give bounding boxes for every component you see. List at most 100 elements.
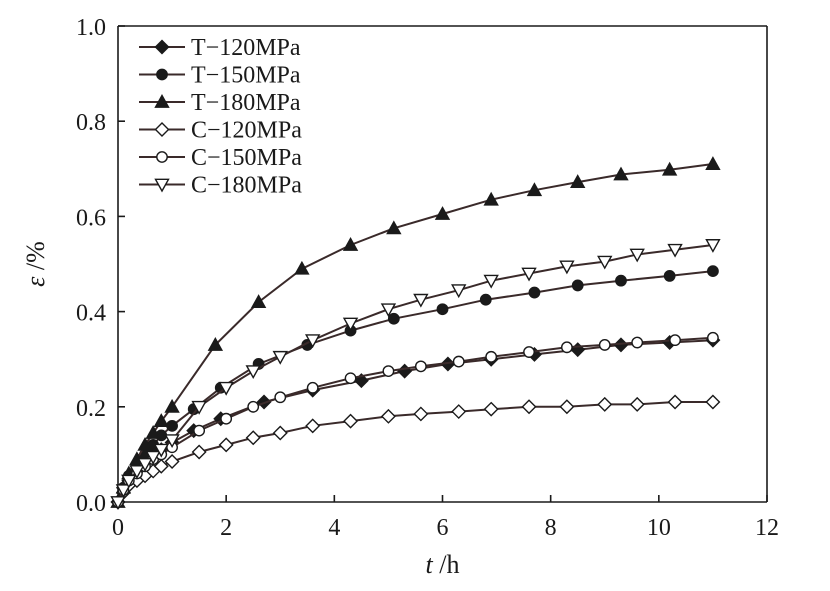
data-point bbox=[306, 381, 319, 394]
legend-label: T−180MPa bbox=[191, 90, 301, 116]
data-point bbox=[597, 396, 613, 412]
legend-label: T−120MPa bbox=[191, 35, 301, 61]
legend-marker bbox=[154, 94, 170, 108]
legend: T−120MPaT−150MPaT−180MPaC−120MPaC−150MPa… bbox=[139, 35, 302, 199]
data-point bbox=[570, 174, 586, 189]
data-point bbox=[343, 413, 359, 429]
data-point bbox=[245, 430, 261, 446]
data-point bbox=[559, 260, 575, 275]
data-point bbox=[707, 331, 719, 344]
data-point bbox=[191, 444, 207, 460]
data-point bbox=[294, 260, 310, 275]
data-point bbox=[485, 350, 498, 363]
legend-label: C−180MPa bbox=[191, 173, 302, 199]
data-point bbox=[705, 394, 721, 410]
data-point bbox=[598, 339, 611, 351]
data-point bbox=[413, 293, 429, 308]
legend-item: C−120MPa bbox=[139, 118, 302, 144]
data-point bbox=[153, 443, 169, 458]
data-point bbox=[166, 419, 178, 432]
data-point bbox=[483, 401, 499, 417]
data-point bbox=[559, 399, 575, 415]
data-point bbox=[451, 404, 467, 420]
data-point bbox=[380, 408, 396, 424]
y-axis-title: ε /% bbox=[21, 241, 50, 287]
x-tick-label: 6 bbox=[437, 515, 449, 541]
x-axis-title: t /h bbox=[426, 550, 460, 579]
data-point bbox=[344, 372, 357, 385]
data-point bbox=[342, 317, 359, 332]
y-tick-label: 0.2 bbox=[76, 396, 106, 422]
legend-item: T−150MPa bbox=[139, 63, 301, 89]
axes-group: 0 2 4 6 8 10 12 0.0 0.2 0.4 0.6 0.8 1.0 bbox=[76, 15, 779, 541]
data-point bbox=[521, 399, 537, 415]
data-point bbox=[164, 434, 180, 449]
data-point bbox=[451, 284, 467, 299]
data-point bbox=[137, 436, 153, 451]
y-tick-label: 0.8 bbox=[76, 110, 106, 136]
data-point bbox=[272, 425, 288, 441]
data-point bbox=[153, 458, 169, 474]
data-point bbox=[121, 474, 137, 489]
x-axis-variable: t bbox=[426, 550, 434, 579]
data-point bbox=[164, 454, 180, 470]
data-point bbox=[413, 406, 429, 422]
data-point bbox=[705, 239, 721, 253]
data-point bbox=[669, 334, 681, 347]
y-axis-unit: /% bbox=[21, 241, 50, 276]
data-point bbox=[305, 334, 321, 349]
data-point bbox=[247, 400, 260, 413]
legend-marker bbox=[156, 68, 168, 81]
legend-label: C−150MPa bbox=[191, 145, 302, 171]
x-tick-label: 12 bbox=[755, 515, 779, 541]
data-point bbox=[631, 336, 644, 349]
data-point bbox=[705, 156, 721, 170]
data-point bbox=[380, 303, 397, 318]
legend-item: T−180MPa bbox=[139, 90, 301, 116]
data-point bbox=[193, 424, 206, 437]
data-point bbox=[528, 286, 541, 299]
data-point bbox=[153, 413, 169, 427]
data-point bbox=[145, 450, 161, 465]
data-point bbox=[115, 484, 132, 499]
data-point bbox=[483, 274, 499, 289]
data-point bbox=[129, 465, 145, 480]
legend-item: C−150MPa bbox=[139, 145, 302, 171]
data-point bbox=[137, 458, 153, 472]
y-axis-variable: ε bbox=[21, 276, 50, 287]
x-axis-unit: /h bbox=[433, 550, 460, 579]
data-point bbox=[597, 255, 613, 270]
data-point bbox=[663, 269, 676, 282]
series-6 bbox=[110, 239, 721, 510]
data-point bbox=[434, 206, 451, 220]
data-point bbox=[629, 396, 645, 412]
data-point bbox=[110, 496, 126, 510]
x-tick-label: 2 bbox=[220, 515, 232, 541]
data-point bbox=[220, 412, 233, 425]
data-point bbox=[342, 237, 359, 251]
legend-label: C−120MPa bbox=[191, 118, 302, 144]
data-point bbox=[245, 365, 261, 380]
series-group bbox=[110, 156, 721, 510]
data-point bbox=[613, 166, 629, 181]
legend-marker bbox=[156, 151, 168, 163]
data-point bbox=[629, 248, 645, 263]
data-point bbox=[615, 274, 627, 287]
data-point bbox=[523, 346, 535, 358]
data-point bbox=[305, 418, 321, 434]
x-tick-label: 10 bbox=[647, 515, 671, 541]
data-point bbox=[560, 341, 573, 354]
data-point bbox=[661, 161, 678, 176]
data-point bbox=[479, 293, 492, 306]
data-point bbox=[250, 294, 267, 308]
data-point bbox=[164, 398, 180, 413]
x-tick-label: 4 bbox=[328, 515, 340, 541]
y-tick-label: 0.6 bbox=[76, 205, 106, 231]
data-point bbox=[382, 365, 395, 377]
data-point bbox=[274, 391, 287, 404]
data-point bbox=[145, 425, 161, 439]
data-point bbox=[207, 336, 224, 351]
data-point bbox=[707, 265, 719, 278]
